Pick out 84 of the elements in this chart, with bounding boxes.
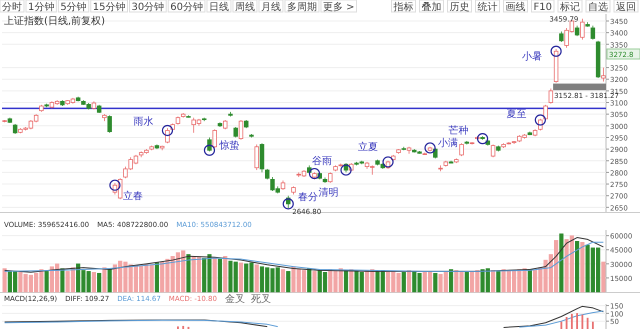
candlestick bbox=[559, 31, 564, 42]
annotation: 死叉 bbox=[250, 294, 271, 305]
annotation: 金叉 bbox=[224, 293, 245, 305]
candlestick bbox=[328, 172, 332, 184]
text: 历史 bbox=[450, 1, 470, 13]
candlestick bbox=[254, 144, 259, 170]
bar bbox=[496, 271, 500, 292]
candlestick bbox=[459, 142, 464, 156]
annotation: 惊蛰 bbox=[218, 139, 240, 152]
candlestick bbox=[590, 25, 596, 40]
text: 更多 > bbox=[322, 1, 355, 13]
bar bbox=[464, 272, 469, 292]
bar bbox=[307, 268, 312, 292]
bar bbox=[280, 269, 286, 292]
text: 自选 bbox=[588, 1, 608, 13]
bar bbox=[344, 270, 348, 292]
bar bbox=[575, 241, 580, 292]
candlestick bbox=[548, 88, 554, 104]
bar bbox=[223, 256, 228, 292]
bar bbox=[212, 258, 217, 292]
bar bbox=[97, 272, 102, 292]
candlestick bbox=[233, 126, 238, 138]
candlestick bbox=[580, 18, 585, 40]
text: 分时 bbox=[2, 1, 22, 13]
candlestick bbox=[574, 25, 580, 37]
annotation: 清明 bbox=[318, 186, 339, 199]
annotation: 立夏 bbox=[358, 140, 378, 153]
text: 60分钟 bbox=[170, 1, 203, 13]
bar bbox=[60, 268, 64, 292]
candlestick bbox=[12, 124, 18, 134]
bar bbox=[186, 254, 191, 292]
annotation: 芒种 bbox=[448, 124, 469, 137]
bar bbox=[448, 269, 454, 292]
annotation: 夏至 bbox=[506, 108, 526, 120]
candlestick bbox=[238, 120, 244, 140]
candlestick bbox=[107, 114, 112, 134]
annotation: 春分 bbox=[298, 190, 318, 203]
candlestick bbox=[264, 168, 270, 180]
chart-title: 上证指数(日线,前复权) bbox=[4, 15, 106, 27]
text: F10 bbox=[534, 2, 552, 13]
annotation: 雨水 bbox=[133, 115, 154, 128]
bar bbox=[559, 234, 564, 292]
text: 叠加 bbox=[422, 1, 442, 13]
text: 周线 bbox=[234, 1, 255, 13]
text: 月线 bbox=[260, 1, 281, 13]
annotation: 立春 bbox=[122, 190, 143, 202]
text: 30分钟 bbox=[131, 1, 164, 13]
bar bbox=[528, 269, 532, 292]
candlestick bbox=[490, 144, 496, 158]
annotation: 小暑 bbox=[522, 50, 542, 62]
text: 指标 bbox=[392, 1, 414, 13]
bar bbox=[154, 262, 160, 292]
candlestick bbox=[280, 180, 286, 190]
bar bbox=[2, 268, 7, 292]
candlestick bbox=[212, 128, 217, 148]
candlestick bbox=[165, 128, 170, 144]
bar bbox=[490, 270, 496, 292]
bar bbox=[44, 271, 49, 292]
bar bbox=[102, 267, 107, 292]
text: 返回 bbox=[616, 1, 636, 13]
annotation: 小满 bbox=[438, 136, 458, 149]
candlestick bbox=[222, 120, 228, 130]
text: 1分钟 bbox=[28, 1, 54, 13]
text: 统计 bbox=[478, 1, 498, 13]
bar bbox=[108, 269, 112, 292]
bar bbox=[254, 264, 259, 292]
text: 标记 bbox=[559, 1, 580, 13]
text: 15分钟 bbox=[92, 1, 126, 13]
bar bbox=[286, 271, 290, 292]
annotation: 谷雨 bbox=[312, 155, 332, 168]
bar bbox=[312, 271, 317, 292]
text: 画线 bbox=[506, 1, 526, 13]
text: 日线 bbox=[208, 1, 229, 13]
bar bbox=[580, 242, 584, 292]
bar bbox=[218, 258, 222, 292]
bar bbox=[238, 262, 244, 292]
bar bbox=[349, 269, 354, 292]
bar bbox=[402, 272, 406, 292]
bar bbox=[601, 262, 606, 292]
bar bbox=[433, 272, 438, 292]
bar bbox=[406, 270, 412, 292]
bar bbox=[92, 272, 96, 292]
text: 5分钟 bbox=[60, 1, 87, 13]
text: 多周期 bbox=[286, 1, 317, 13]
